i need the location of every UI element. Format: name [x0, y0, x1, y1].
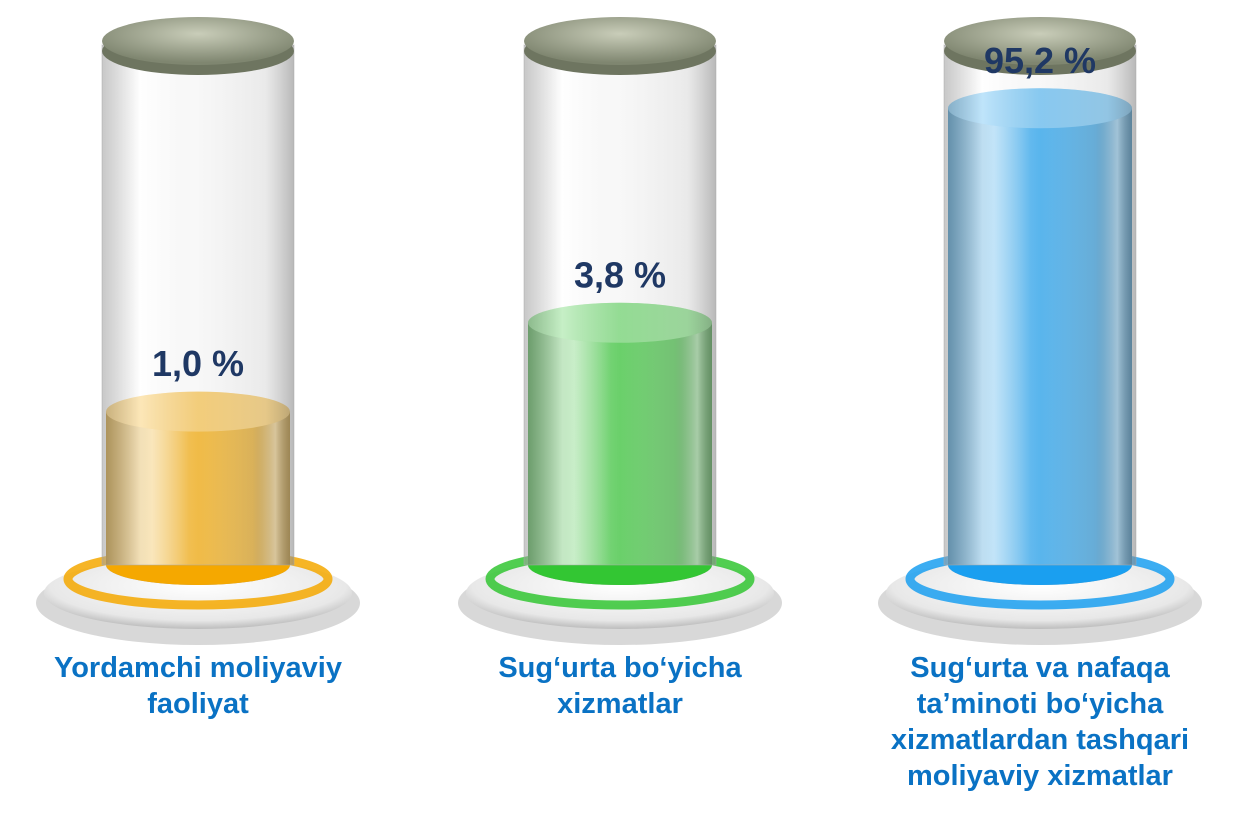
category-label: Sug‘urta va nafaqa ta’minoti bo‘yicha xi… [890, 652, 1190, 792]
value-label: 3,8 % [574, 254, 666, 295]
cap [524, 17, 716, 65]
value-label: 1,0 % [152, 343, 244, 384]
cap [102, 17, 294, 65]
cap [944, 17, 1136, 65]
glass [101, 44, 295, 566]
category-label: Yordamchi moliyaviy faoliyat [54, 652, 342, 720]
glass [943, 44, 1137, 566]
glass [523, 44, 717, 566]
value-label: 95,2 % [984, 40, 1096, 81]
category-label: Sug‘urta bo‘yicha xizmatlar [498, 652, 742, 720]
